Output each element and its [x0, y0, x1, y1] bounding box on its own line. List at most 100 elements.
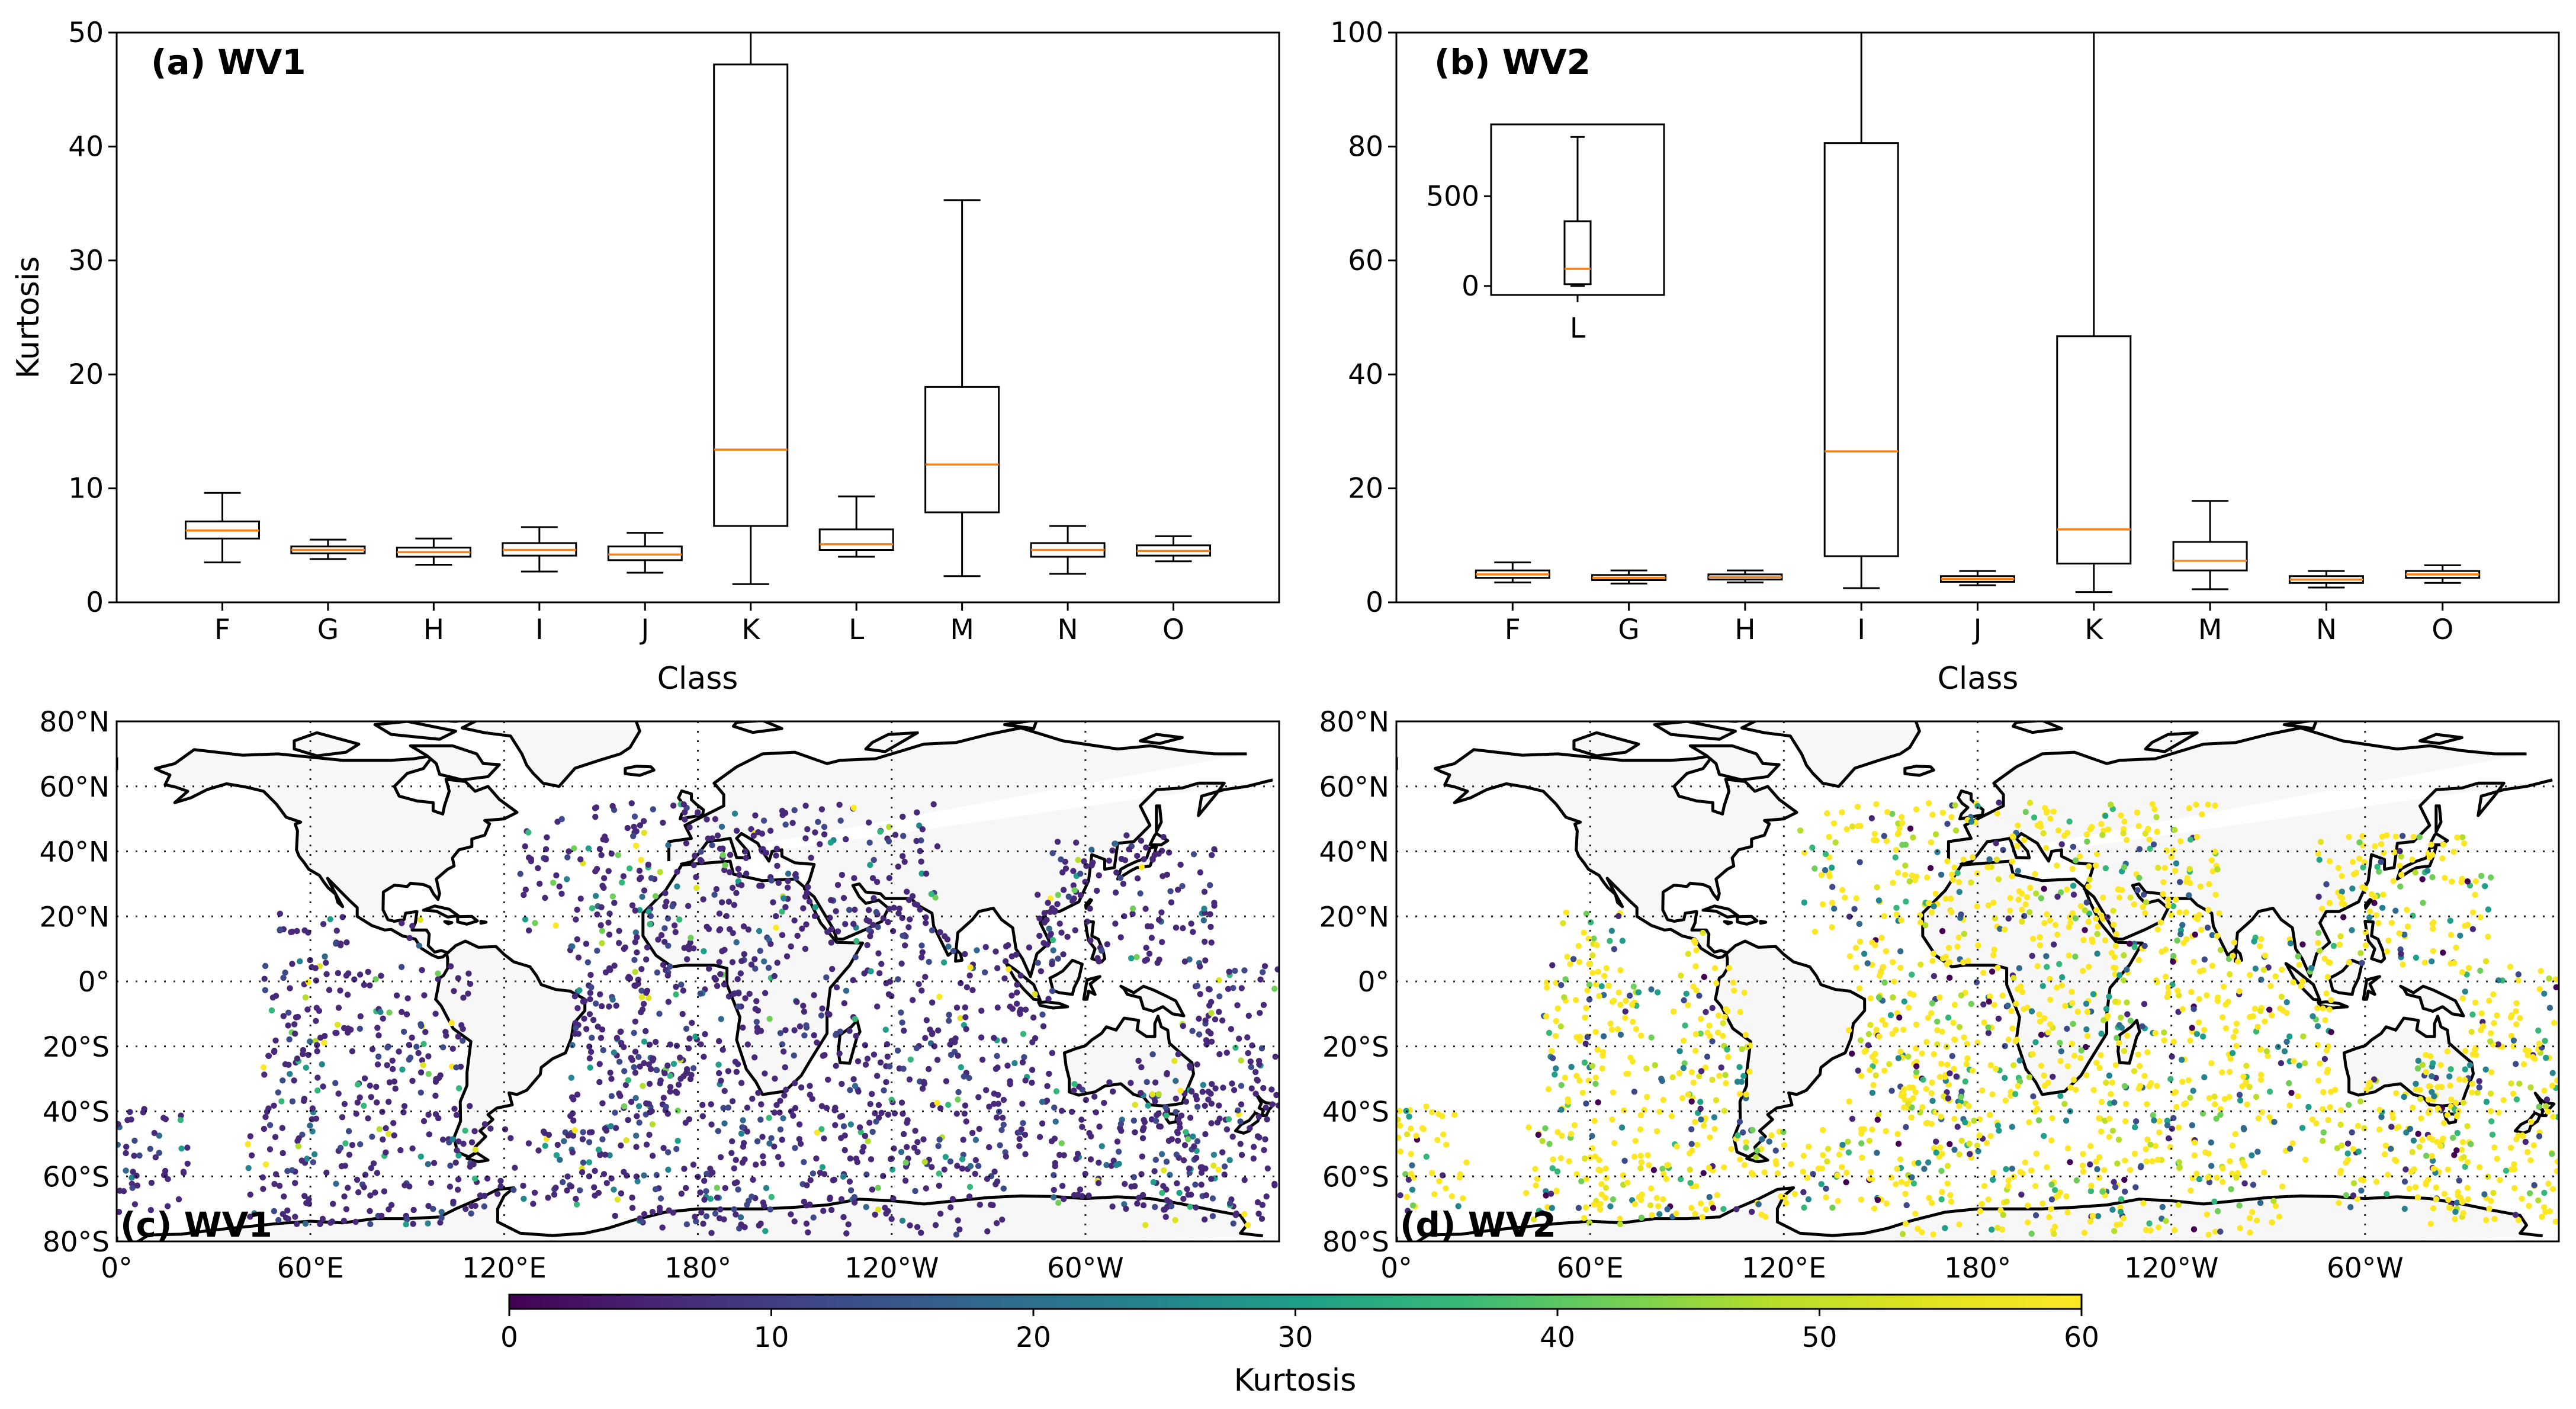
data-point — [2465, 922, 2471, 928]
data-point — [959, 1156, 966, 1163]
data-point — [471, 1175, 478, 1182]
data-point — [1736, 1118, 1743, 1125]
data-point — [1607, 1020, 1614, 1027]
data-point — [881, 1087, 887, 1094]
data-point — [690, 862, 697, 868]
data-point — [2491, 1144, 2498, 1151]
data-point — [791, 917, 798, 924]
data-point — [2093, 1158, 2099, 1165]
data-point — [2288, 1090, 2295, 1096]
y-tick-label: 80 — [1348, 130, 1383, 163]
data-point — [947, 1051, 955, 1058]
data-point — [2019, 988, 2026, 996]
data-point — [2000, 846, 2006, 853]
data-point — [2296, 961, 2302, 968]
data-point — [1679, 1095, 1686, 1102]
data-point — [1697, 1030, 1704, 1037]
data-point — [528, 856, 534, 862]
data-point — [2082, 927, 2088, 933]
data-point — [1549, 1205, 1555, 1211]
data-point — [1142, 1222, 1149, 1228]
data-point — [398, 964, 405, 971]
data-point — [2357, 1098, 2364, 1105]
data-point — [1190, 929, 1196, 935]
data-point — [605, 868, 612, 875]
data-point — [617, 1093, 624, 1099]
landmass — [1082, 975, 1101, 1001]
data-point — [2142, 830, 2148, 837]
data-point — [1144, 1079, 1150, 1086]
data-point — [828, 897, 834, 904]
landmass — [2012, 721, 2063, 734]
data-point — [1997, 926, 2003, 932]
data-point — [399, 920, 405, 926]
box-M — [924, 199, 1000, 577]
data-point — [1035, 891, 1041, 898]
data-point — [378, 973, 384, 979]
data-point — [2098, 1128, 2105, 1135]
data-point — [926, 958, 932, 965]
data-point — [1986, 999, 1992, 1005]
data-point — [2508, 1080, 2514, 1087]
data-point — [1713, 1097, 1720, 1103]
data-point — [1934, 1027, 1941, 1034]
data-point — [1701, 974, 1707, 980]
data-point — [1995, 876, 2002, 882]
data-point — [2362, 942, 2369, 949]
data-point — [453, 1064, 460, 1071]
data-point — [1008, 992, 1015, 999]
data-point — [725, 1068, 732, 1074]
data-point — [625, 974, 632, 980]
data-point — [1108, 1163, 1114, 1169]
data-point — [1043, 917, 1050, 923]
data-point — [1923, 874, 1931, 881]
data-point — [2199, 1110, 2206, 1117]
data-point — [2447, 917, 2453, 924]
data-point — [638, 994, 645, 1000]
data-point — [836, 1050, 843, 1057]
x-tick-label: K — [2084, 614, 2103, 646]
data-point — [2188, 1187, 2194, 1194]
data-point — [2209, 932, 2215, 939]
data-point — [374, 1025, 381, 1031]
data-point — [425, 1111, 432, 1118]
data-point — [1723, 1080, 1729, 1087]
data-point — [1958, 992, 1964, 999]
data-point — [690, 1161, 697, 1168]
data-point — [2102, 937, 2109, 943]
data-point — [1022, 1077, 1029, 1084]
data-point — [641, 1172, 647, 1179]
data-point — [313, 1115, 320, 1122]
data-point — [1872, 942, 1878, 949]
data-point — [1199, 1089, 1206, 1095]
data-point — [946, 1012, 952, 1018]
data-point — [355, 1189, 362, 1196]
data-point — [2384, 832, 2390, 839]
data-point — [1865, 1031, 1872, 1038]
data-point — [341, 1218, 348, 1224]
data-point — [2035, 1117, 2042, 1124]
data-point — [947, 1204, 954, 1211]
data-point — [703, 1188, 709, 1195]
data-point — [2077, 903, 2084, 910]
data-point — [404, 995, 411, 1002]
data-point — [2077, 853, 2083, 860]
data-point — [2388, 1124, 2395, 1130]
data-point — [1019, 1059, 1026, 1066]
data-point — [1696, 993, 1703, 999]
data-point — [2154, 1157, 2161, 1163]
data-point — [2301, 1060, 2308, 1067]
y-tick-label: 0 — [86, 586, 104, 619]
data-point — [1045, 900, 1051, 906]
data-point — [2430, 1205, 2437, 1212]
data-point — [2121, 819, 2128, 825]
data-point — [904, 888, 910, 895]
landmass — [153, 748, 519, 959]
data-point — [2165, 902, 2172, 909]
data-point — [1003, 1153, 1010, 1160]
data-point — [1893, 847, 1900, 853]
data-point — [862, 1042, 869, 1049]
data-point — [1096, 872, 1103, 879]
data-point — [2055, 827, 2062, 834]
data-point — [343, 1206, 350, 1212]
